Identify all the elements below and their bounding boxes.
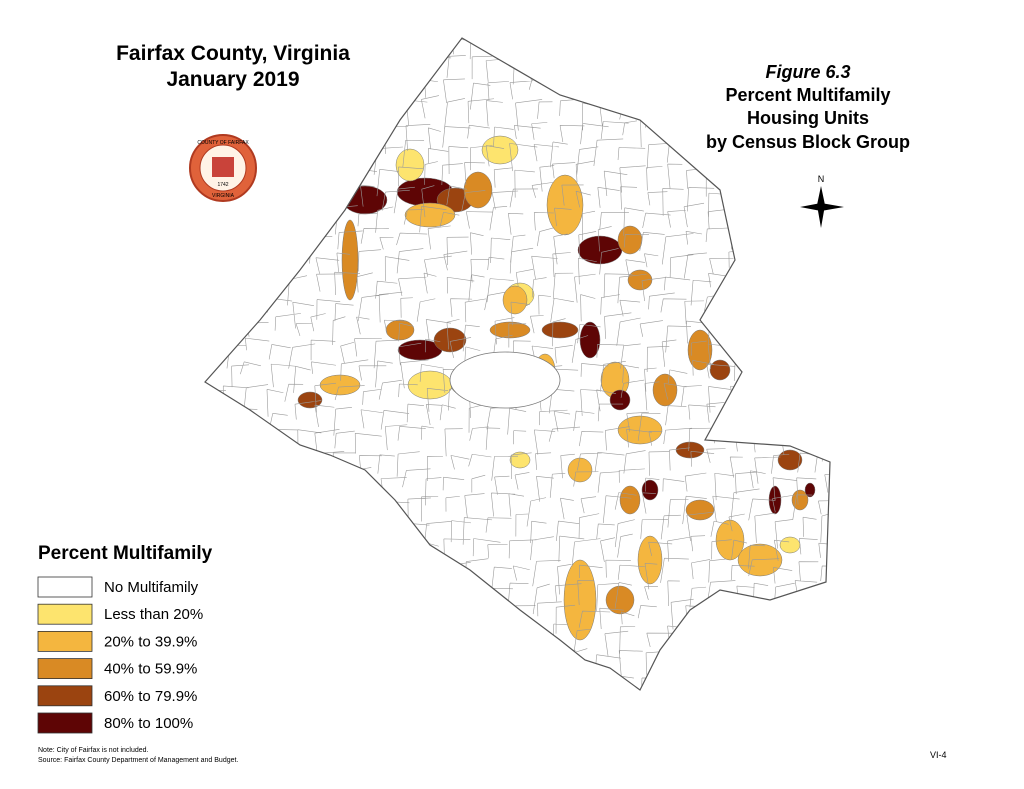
block-group-patch bbox=[609, 389, 631, 411]
block-group-patch bbox=[641, 479, 659, 501]
block-group-patch bbox=[737, 543, 783, 577]
seal-text: VIRGINIA bbox=[212, 193, 235, 199]
legend-swatch bbox=[37, 712, 93, 734]
legend-label: 80% to 100% bbox=[104, 715, 193, 732]
block-group-patch bbox=[546, 174, 584, 236]
note: Note: City of Fairfax is not included. bbox=[38, 747, 149, 754]
block-group-patch bbox=[577, 235, 623, 265]
seal-text: COUNTY OF FAIRFAX bbox=[197, 140, 249, 146]
compass: N bbox=[800, 174, 844, 228]
map-title: Fairfax County, Virginia bbox=[116, 42, 350, 65]
block-group-patch bbox=[404, 202, 456, 228]
block-group-patch bbox=[804, 482, 816, 498]
block-group-patch bbox=[687, 329, 713, 371]
block-group-patch bbox=[637, 535, 663, 585]
block-group-patch bbox=[779, 536, 801, 554]
block-group-patch bbox=[709, 359, 731, 381]
block-group-patch bbox=[627, 269, 653, 291]
legend-title: Percent Multifamily bbox=[38, 543, 213, 564]
figure-label: Figure 6.3 bbox=[765, 62, 850, 82]
block-group-patch bbox=[652, 373, 678, 407]
legend-swatch bbox=[37, 658, 93, 679]
legend-label: Less than 20% bbox=[104, 606, 203, 623]
block-group-patch bbox=[502, 285, 528, 315]
block-group-patch bbox=[481, 135, 519, 165]
seal-text: 1742 bbox=[217, 182, 228, 188]
legend-label: 60% to 79.9% bbox=[104, 688, 197, 705]
block-group-patch bbox=[777, 449, 803, 471]
legend: No Multifamily Less than 20% 20% to 39.9% 4… bbox=[37, 576, 203, 734]
block-group-patch bbox=[685, 499, 715, 521]
block-group-patch bbox=[567, 457, 593, 483]
block-group-patch bbox=[341, 219, 359, 301]
figure-title: Percent Multifamily bbox=[725, 85, 890, 105]
block-group-patch bbox=[617, 225, 643, 255]
block-group-patch bbox=[605, 585, 635, 615]
page-number: VI-4 bbox=[930, 750, 947, 760]
legend-swatch bbox=[37, 603, 93, 625]
figure-title: by Census Block Group bbox=[706, 132, 910, 152]
compass-label: N bbox=[818, 174, 825, 184]
block-group-patch bbox=[563, 559, 597, 641]
legend-swatch bbox=[37, 576, 93, 598]
block-group-patch bbox=[541, 321, 579, 339]
legend-label: 20% to 39.9% bbox=[104, 633, 197, 650]
block-group-patch bbox=[617, 415, 663, 445]
seal: COUNTY OF FAIRFAX 1742 VIRGINIA bbox=[189, 134, 257, 202]
block-group-patch bbox=[407, 370, 453, 400]
county-map bbox=[204, 37, 831, 691]
legend-swatch bbox=[37, 631, 93, 652]
legend-label: 40% to 59.9% bbox=[104, 661, 197, 678]
block-group-patch bbox=[675, 441, 705, 459]
block-group-patch bbox=[319, 374, 361, 396]
block-group-patch bbox=[433, 327, 467, 353]
block-group-patch bbox=[463, 171, 493, 209]
block-group-patch bbox=[619, 485, 641, 515]
map-subtitle: January 2019 bbox=[166, 68, 299, 91]
figure-title: Housing Units bbox=[747, 108, 869, 128]
note: Source: Fairfax County Department of Man… bbox=[38, 757, 238, 764]
block-group-patch bbox=[579, 321, 601, 359]
block-group-patch bbox=[489, 321, 531, 339]
legend-swatch bbox=[37, 685, 93, 707]
block-group-patch bbox=[509, 451, 531, 469]
legend-label: No Multifamily bbox=[104, 579, 199, 596]
block-group-patch bbox=[395, 148, 425, 182]
